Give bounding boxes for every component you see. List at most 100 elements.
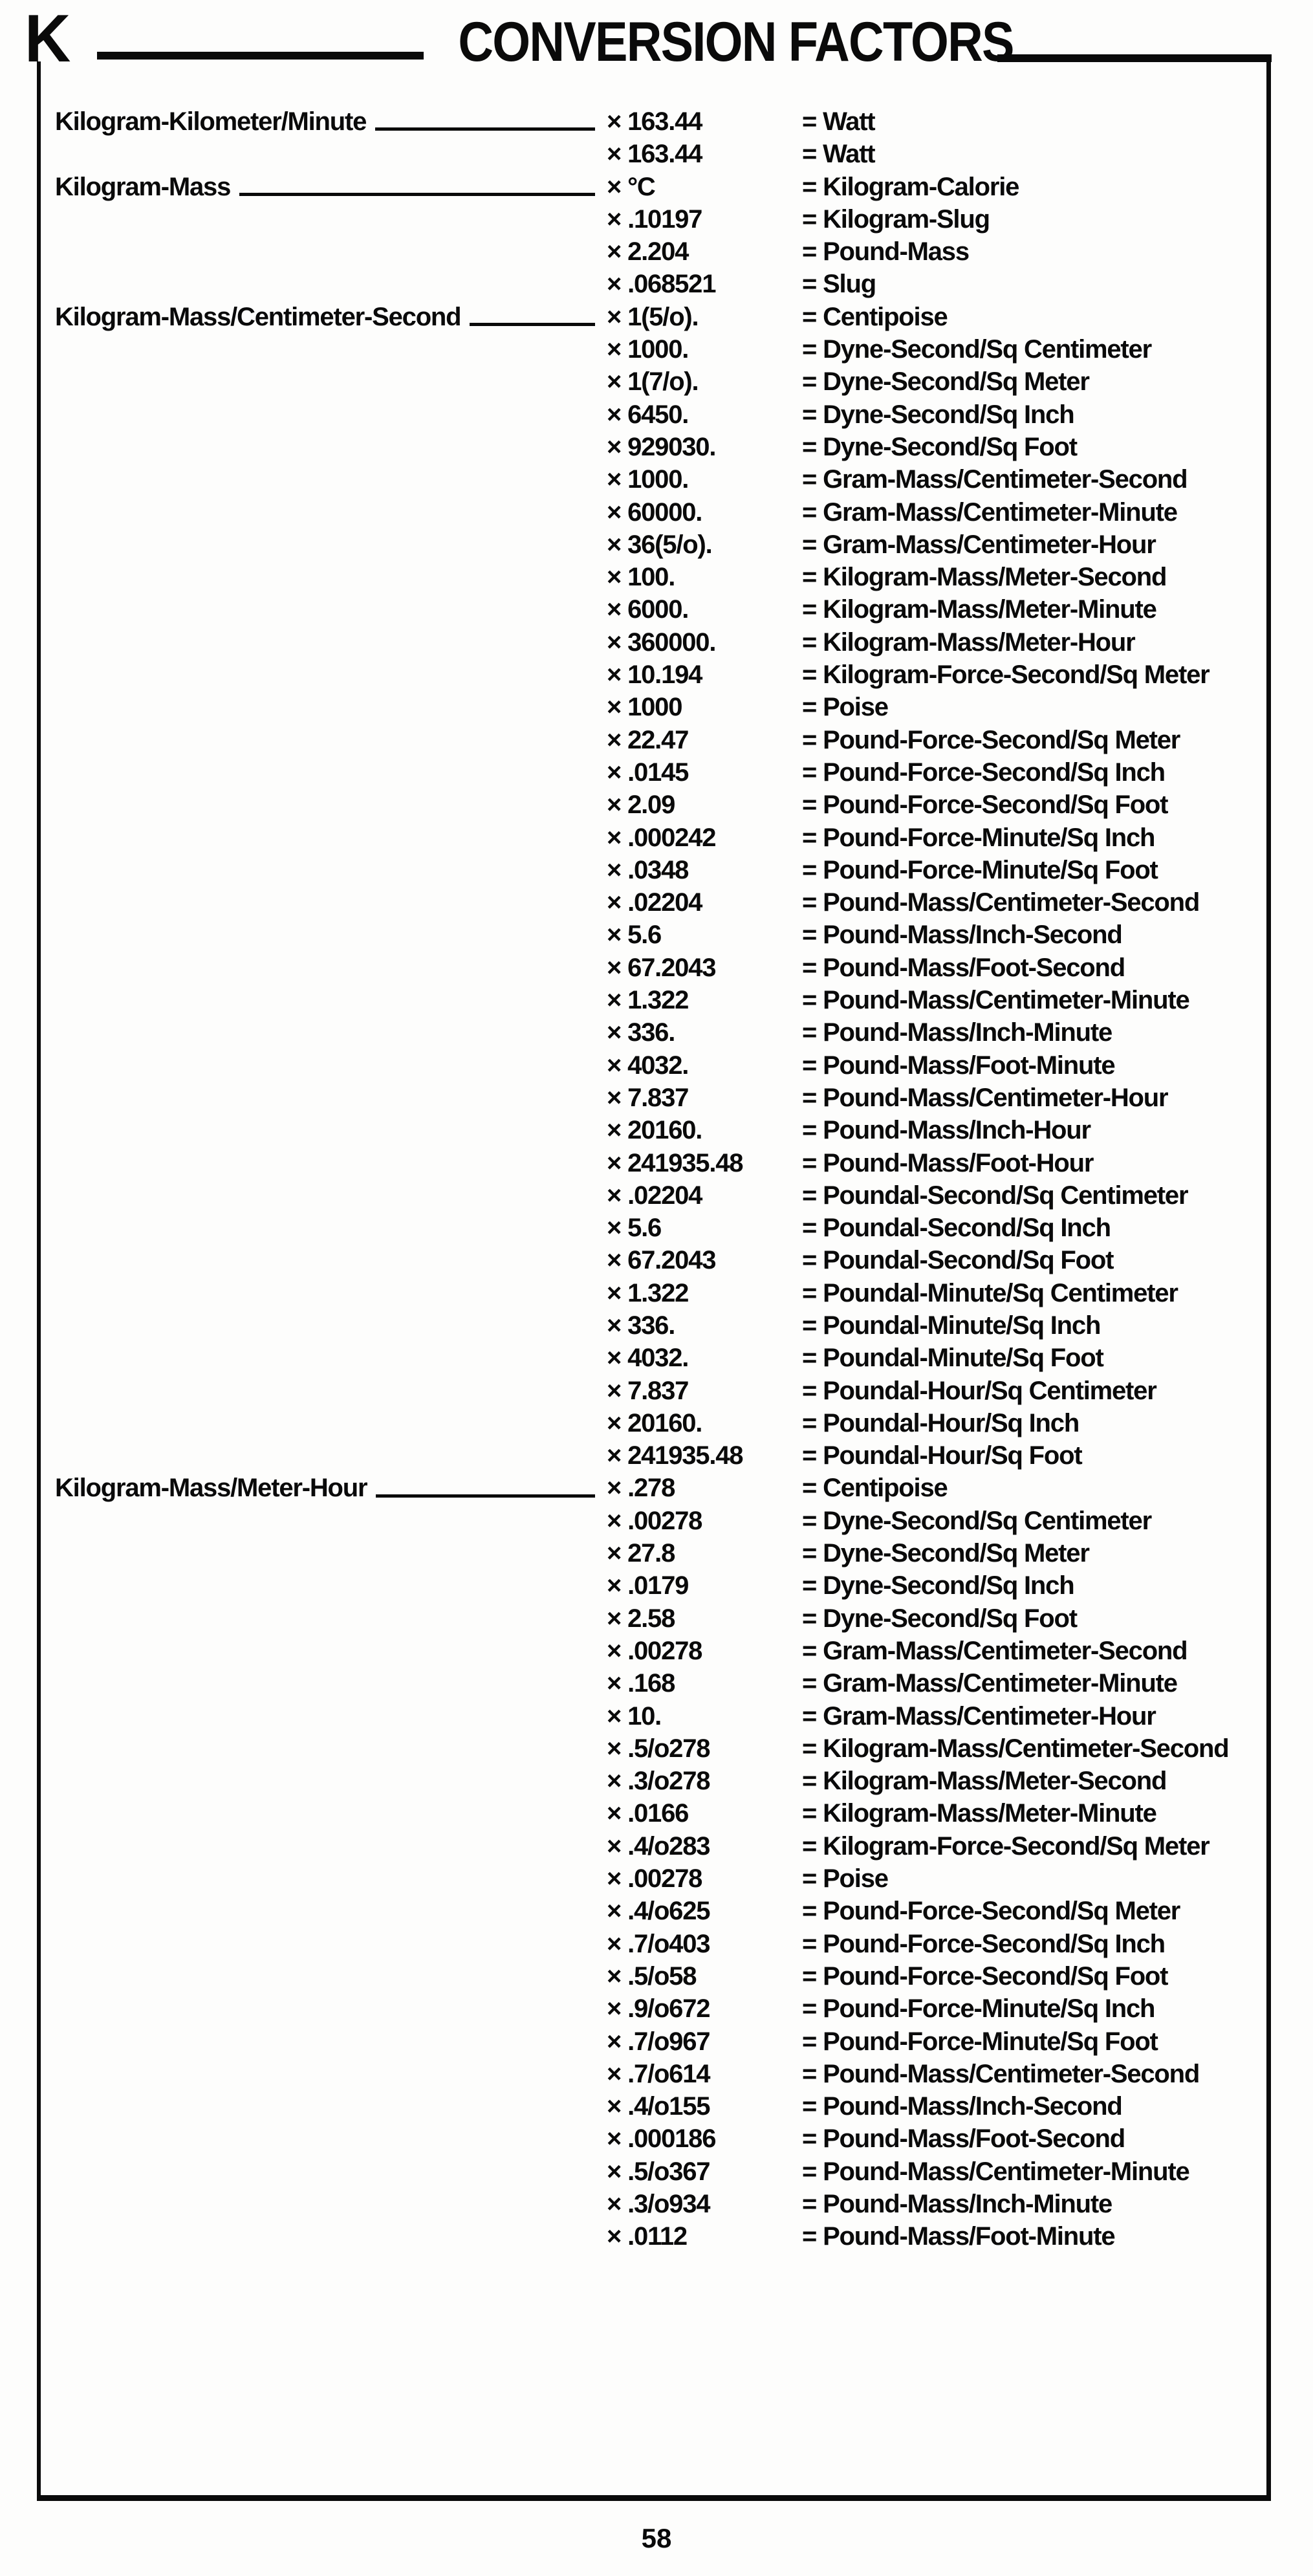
row-factor: × 1(7/o).	[607, 367, 699, 397]
row-result: = Watt	[802, 107, 876, 136]
row-factor: × °C	[607, 172, 656, 201]
row-factor: × 67.2043	[607, 1246, 716, 1275]
row-factor: × 1.322	[607, 986, 689, 1015]
table-row: × .0179 = Dyne-Second/Sq Inch	[55, 1569, 1258, 1602]
row-factor: × 60000.	[607, 497, 702, 527]
row-result: = Kilogram-Force-Second/Sq Meter	[802, 1831, 1210, 1861]
table-row: × 336. = Pound-Mass/Inch-Minute	[55, 1016, 1258, 1049]
table-row: × 2.58 = Dyne-Second/Sq Foot	[55, 1602, 1258, 1635]
row-result: = Pound-Force-Minute/Sq Inch	[802, 823, 1155, 852]
row-factor: × .068521	[607, 270, 716, 299]
leader-line	[376, 1494, 595, 1498]
row-result: = Pound-Mass/Inch-Hour	[802, 1116, 1091, 1145]
table-row: Kilogram-Kilometer/Minute × 163.44 = Wat…	[55, 105, 1258, 138]
table-row: × 6450. = Dyne-Second/Sq Inch	[55, 398, 1258, 431]
row-result: = Kilogram-Mass/Meter-Second	[802, 1767, 1167, 1796]
row-result: = Pound-Mass/Centimeter-Minute	[802, 2157, 1190, 2186]
row-result: = Gram-Mass/Centimeter-Second	[802, 465, 1188, 494]
table-row: × .5/o278 = Kilogram-Mass/Centimeter-Sec…	[55, 1732, 1258, 1765]
row-factor: × 10.	[607, 1701, 662, 1730]
table-row: × 7.837 = Poundal-Hour/Sq Centimeter	[55, 1375, 1258, 1407]
row-result: = Dyne-Second/Sq Meter	[802, 367, 1090, 397]
table-row: × .4/o155 = Pound-Mass/Inch-Second	[55, 2090, 1258, 2123]
table-row: × 67.2043 = Pound-Mass/Foot-Second	[55, 952, 1258, 984]
row-result: = Pound-Force-Minute/Sq Foot	[802, 2027, 1158, 2056]
row-label: Kilogram-Kilometer/Minute	[55, 107, 367, 136]
row-result: = Pound-Force-Second/Sq Meter	[802, 1897, 1180, 1926]
title-rule-right	[997, 54, 1272, 62]
table-row: × 1000 = Poise	[55, 691, 1258, 723]
table-row: × 2.09 = Pound-Force-Second/Sq Foot	[55, 789, 1258, 821]
row-result: = Pound-Mass/Inch-Second	[802, 921, 1123, 950]
content-frame	[37, 61, 1271, 2501]
table-row: × 36(5/o). = Gram-Mass/Centimeter-Hour	[55, 529, 1258, 561]
row-factor: × .0145	[607, 758, 689, 787]
row-result: = Poundal-Second/Sq Foot	[802, 1246, 1114, 1275]
row-result: = Pound-Mass/Foot-Minute	[802, 2222, 1116, 2251]
row-result: = Poundal-Second/Sq Inch	[802, 1214, 1111, 1243]
table-row: × .068521 = Slug	[55, 268, 1258, 300]
table-row: × .0166 = Kilogram-Mass/Meter-Minute	[55, 1797, 1258, 1829]
table-row: × 22.47 = Pound-Force-Second/Sq Meter	[55, 724, 1258, 756]
row-factor: × .4/o155	[607, 2092, 711, 2121]
row-factor: × 20160.	[607, 1116, 702, 1145]
row-factor: × 1000.	[607, 335, 689, 364]
row-factor: × .0166	[607, 1799, 689, 1828]
row-factor: × 6000.	[607, 595, 689, 624]
row-factor: × 5.6	[607, 921, 662, 950]
row-factor: × .7/o967	[607, 2027, 711, 2056]
table-row: × .4/o283 = Kilogram-Force-Second/Sq Met…	[55, 1830, 1258, 1862]
row-factor: × 336.	[607, 1311, 675, 1340]
row-result: = Gram-Mass/Centimeter-Hour	[802, 1701, 1156, 1730]
row-result: = Kilogram-Force-Second/Sq Meter	[802, 660, 1210, 690]
row-result: = Dyne-Second/Sq Foot	[802, 1604, 1078, 1633]
row-factor: × .000186	[607, 2124, 716, 2154]
row-result: = Pound-Mass/Foot-Hour	[802, 1148, 1094, 1177]
table-row: × .0145 = Pound-Force-Second/Sq Inch	[55, 756, 1258, 789]
row-result: = Poundal-Hour/Sq Inch	[802, 1408, 1080, 1437]
row-result: = Poundal-Minute/Sq Centimeter	[802, 1278, 1178, 1307]
row-result: = Dyne-Second/Sq Inch	[802, 400, 1075, 429]
row-result: = Dyne-Second/Sq Meter	[802, 1539, 1090, 1568]
row-result: = Watt	[802, 140, 876, 169]
row-factor: × 163.44	[607, 107, 702, 136]
row-result: = Pound-Mass/Centimeter-Second	[802, 888, 1200, 917]
row-result: = Poundal-Second/Sq Centimeter	[802, 1181, 1189, 1210]
table-row: × 241935.48 = Pound-Mass/Foot-Hour	[55, 1147, 1258, 1179]
row-result: = Kilogram-Mass/Meter-Minute	[802, 1799, 1157, 1828]
row-result: = Gram-Mass/Centimeter-Hour	[802, 530, 1156, 559]
row-result: = Kilogram-Calorie	[802, 172, 1019, 201]
row-factor: × 241935.48	[607, 1148, 744, 1177]
row-result: = Pound-Force-Minute/Sq Foot	[802, 855, 1158, 884]
row-factor: × 1(5/o).	[607, 302, 699, 331]
row-factor: × .10197	[607, 204, 702, 234]
table-row: × 241935.48 = Poundal-Hour/Sq Foot	[55, 1439, 1258, 1472]
row-result: = Dyne-Second/Sq Centimeter	[802, 1506, 1152, 1535]
row-label: Kilogram-Mass	[55, 172, 231, 201]
row-factor: × 27.8	[607, 1539, 675, 1568]
row-result: = Poundal-Minute/Sq Inch	[802, 1311, 1101, 1340]
row-factor: × 241935.48	[607, 1441, 744, 1470]
table-row: × .00278 = Poise	[55, 1862, 1258, 1895]
table-row: × 7.837 = Pound-Mass/Centimeter-Hour	[55, 1082, 1258, 1114]
table-row: × .00278 = Gram-Mass/Centimeter-Second	[55, 1635, 1258, 1667]
row-factor: × 2.58	[607, 1604, 675, 1633]
row-factor: × .9/o672	[607, 1994, 711, 2024]
table-row: × 20160. = Poundal-Hour/Sq Inch	[55, 1407, 1258, 1439]
table-row: × 336. = Poundal-Minute/Sq Inch	[55, 1309, 1258, 1342]
row-factor: × .5/o58	[607, 1961, 697, 1991]
table-row: × .7/o967 = Pound-Force-Minute/Sq Foot	[55, 2025, 1258, 2058]
table-row: × .7/o614 = Pound-Mass/Centimeter-Second	[55, 2058, 1258, 2090]
row-label: Kilogram-Mass/Centimeter-Second	[55, 302, 462, 331]
row-result: = Poundal-Hour/Sq Foot	[802, 1441, 1083, 1470]
row-factor: × .4/o283	[607, 1831, 711, 1861]
row-result: = Dyne-Second/Sq Centimeter	[802, 335, 1152, 364]
row-result: = Kilogram-Mass/Centimeter-Second	[802, 1734, 1230, 1763]
leader-line	[470, 323, 595, 327]
table-row: Kilogram-Mass × °C = Kilogram-Calorie	[55, 171, 1258, 203]
row-result: = Pound-Force-Second/Sq Inch	[802, 758, 1166, 787]
row-label-zone: Kilogram-Mass	[55, 171, 607, 203]
table-row: × .0112 = Pound-Mass/Foot-Minute	[55, 2220, 1258, 2253]
row-result: = Slug	[802, 270, 876, 299]
